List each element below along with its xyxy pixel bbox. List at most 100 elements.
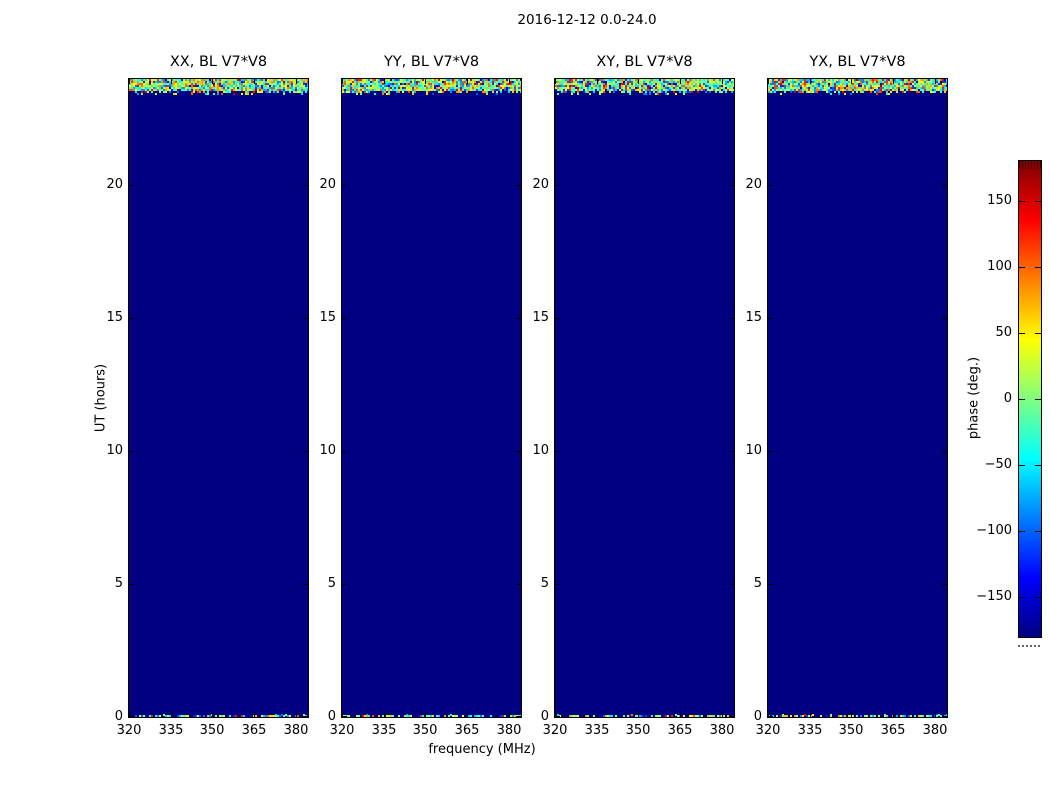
- x-tick-label: 380: [709, 723, 735, 738]
- y-tick-label: 15: [532, 310, 549, 325]
- x-tick-mark-bottom: [680, 712, 681, 717]
- colorbar-tick-mark-right: [1035, 465, 1041, 466]
- x-tick-mark-bottom: [254, 712, 255, 717]
- y-tick-mark-left: [129, 185, 134, 186]
- x-tick-label: 350: [412, 723, 438, 738]
- x-tick-label: 365: [241, 723, 267, 738]
- heatmap-panel: [554, 78, 735, 718]
- y-tick-mark-left: [555, 185, 560, 186]
- x-tick-mark-top: [680, 79, 681, 84]
- x-tick-mark-top: [425, 79, 426, 84]
- x-tick-mark-top: [810, 79, 811, 84]
- y-tick-label: 5: [753, 576, 762, 591]
- y-tick-label: 20: [532, 177, 549, 192]
- x-tick-label: 380: [922, 723, 948, 738]
- colorbar-tick-mark-right: [1035, 531, 1041, 532]
- colorbar-tick-label: −50: [984, 457, 1012, 472]
- y-tick-mark-right: [729, 185, 734, 186]
- x-tick-mark-bottom: [555, 712, 556, 717]
- x-tick-mark-top: [212, 79, 213, 84]
- x-tick-label: 320: [755, 723, 781, 738]
- phase-noise-band-bottom: [768, 714, 947, 717]
- phase-noise-band-top: [768, 79, 947, 95]
- heatmap-panel: [341, 78, 522, 718]
- y-tick-label: 10: [532, 443, 549, 458]
- colorbar: [1018, 160, 1042, 638]
- y-tick-mark-left: [768, 318, 773, 319]
- colorbar-tick-label: 50: [995, 325, 1012, 340]
- phase-noise-band-top: [129, 79, 308, 95]
- y-tick-mark-left: [129, 716, 134, 717]
- y-tick-mark-left: [342, 318, 347, 319]
- x-tick-mark-bottom: [638, 712, 639, 717]
- y-tick-mark-right: [729, 584, 734, 585]
- x-tick-label: 350: [625, 723, 651, 738]
- figure-title: 2016-12-12 0.0-24.0: [517, 12, 657, 28]
- x-tick-mark-bottom: [296, 712, 297, 717]
- x-tick-mark-top: [509, 79, 510, 84]
- panel-title: XX, BL V7*V8: [169, 54, 268, 70]
- x-tick-mark-bottom: [935, 712, 936, 717]
- x-tick-mark-top: [384, 79, 385, 84]
- x-tick-label: 335: [371, 723, 397, 738]
- x-tick-mark-top: [342, 79, 343, 84]
- x-tick-mark-bottom: [810, 712, 811, 717]
- phase-noise-band-top: [342, 79, 521, 95]
- y-tick-label: 10: [106, 443, 123, 458]
- x-tick-mark-top: [768, 79, 769, 84]
- x-tick-label: 365: [667, 723, 693, 738]
- colorbar-extend-marker: [1018, 645, 1040, 647]
- x-axis-label: frequency (MHz): [428, 742, 536, 757]
- y-tick-label: 0: [327, 709, 336, 724]
- colorbar-tick-mark-left: [1019, 201, 1025, 202]
- x-tick-mark-bottom: [893, 712, 894, 717]
- x-tick-mark-bottom: [342, 712, 343, 717]
- y-tick-mark-left: [342, 185, 347, 186]
- y-tick-mark-right: [942, 185, 947, 186]
- y-tick-label: 0: [114, 709, 123, 724]
- colorbar-tick-label: 0: [1003, 391, 1012, 406]
- y-tick-label: 0: [540, 709, 549, 724]
- y-tick-label: 20: [745, 177, 762, 192]
- x-tick-label: 320: [116, 723, 142, 738]
- colorbar-tick-mark-right: [1035, 333, 1041, 334]
- x-tick-label: 365: [454, 723, 480, 738]
- x-tick-label: 380: [283, 723, 309, 738]
- y-tick-label: 0: [753, 709, 762, 724]
- colorbar-tick-mark-left: [1019, 267, 1025, 268]
- y-tick-mark-right: [942, 451, 947, 452]
- x-tick-mark-top: [597, 79, 598, 84]
- x-tick-mark-top: [171, 79, 172, 84]
- x-tick-label: 335: [797, 723, 823, 738]
- x-tick-mark-top: [467, 79, 468, 84]
- y-tick-label: 15: [106, 310, 123, 325]
- y-tick-mark-left: [129, 451, 134, 452]
- x-tick-mark-top: [935, 79, 936, 84]
- y-tick-mark-right: [942, 716, 947, 717]
- y-tick-mark-left: [768, 716, 773, 717]
- x-tick-mark-top: [254, 79, 255, 84]
- x-tick-label: 380: [496, 723, 522, 738]
- y-tick-mark-left: [342, 451, 347, 452]
- x-tick-label: 320: [542, 723, 568, 738]
- y-tick-label: 15: [319, 310, 336, 325]
- y-tick-mark-left: [555, 318, 560, 319]
- colorbar-tick-mark-left: [1019, 465, 1025, 466]
- x-tick-mark-bottom: [129, 712, 130, 717]
- x-tick-mark-bottom: [171, 712, 172, 717]
- colorbar-tick-mark-left: [1019, 531, 1025, 532]
- panel-title: YY, BL V7*V8: [383, 54, 480, 70]
- heatmap-panel: [767, 78, 948, 718]
- x-tick-label: 335: [584, 723, 610, 738]
- x-tick-mark-bottom: [384, 712, 385, 717]
- colorbar-tick-label: −150: [976, 589, 1012, 604]
- y-tick-mark-right: [729, 451, 734, 452]
- x-tick-mark-bottom: [467, 712, 468, 717]
- y-tick-mark-left: [555, 451, 560, 452]
- colorbar-tick-mark-right: [1035, 597, 1041, 598]
- colorbar-gradient: [1019, 161, 1041, 637]
- y-axis-label: UT (hours): [93, 363, 109, 433]
- y-tick-mark-left: [768, 584, 773, 585]
- y-tick-mark-left: [129, 584, 134, 585]
